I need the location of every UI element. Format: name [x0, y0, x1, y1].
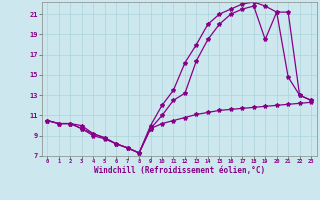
- X-axis label: Windchill (Refroidissement éolien,°C): Windchill (Refroidissement éolien,°C): [94, 166, 265, 175]
